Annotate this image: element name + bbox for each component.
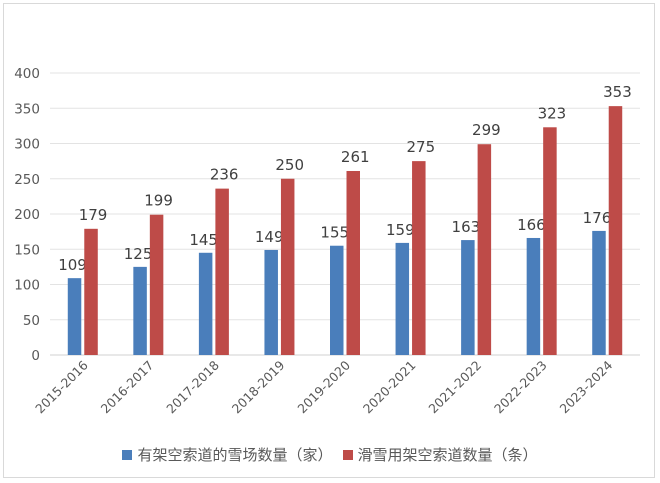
bar xyxy=(198,252,213,355)
bar xyxy=(608,106,623,355)
data-label: 250 xyxy=(275,156,304,174)
x-tick-label: 2021-2022 xyxy=(425,358,484,417)
x-tick-label: 2016-2017 xyxy=(98,358,157,417)
bar xyxy=(526,237,541,355)
data-label: 236 xyxy=(210,166,239,184)
bar xyxy=(67,278,82,355)
bar xyxy=(592,230,606,355)
bar xyxy=(215,188,229,355)
x-tick-label: 2017-2018 xyxy=(163,357,222,416)
chart-legend: 有架空索道的雪场数量（家） 滑雪用架空索道数量（条） xyxy=(0,444,660,465)
legend-swatch-red-icon xyxy=(342,449,353,460)
x-tick-label: 2019-2020 xyxy=(294,357,353,416)
data-label: 199 xyxy=(144,192,173,210)
bar xyxy=(346,170,360,355)
y-tick-label: 300 xyxy=(14,137,40,153)
x-tick-label: 2020-2021 xyxy=(360,358,419,417)
y-tick-label: 100 xyxy=(14,278,40,294)
data-label: 159 xyxy=(386,221,415,239)
data-label: 299 xyxy=(472,121,501,139)
y-tick-label: 350 xyxy=(14,101,40,117)
data-label: 166 xyxy=(517,216,546,234)
legend-item-ropeways: 滑雪用架空索道数量（条） xyxy=(342,444,538,465)
bar xyxy=(264,249,278,355)
bar xyxy=(412,161,426,355)
bar xyxy=(461,240,475,355)
data-label: 323 xyxy=(538,104,567,122)
y-tick-label: 250 xyxy=(14,172,40,188)
data-label: 179 xyxy=(79,206,108,224)
data-label: 353 xyxy=(603,83,632,101)
legend-label-resorts: 有架空索道的雪场数量（家） xyxy=(137,446,333,464)
data-label: 163 xyxy=(452,218,481,236)
bar-chart: 0 50 100 150 200 250 300 350 400 109 179 2015-2016 1… xyxy=(14,66,640,417)
data-label: 109 xyxy=(58,256,87,274)
x-tick-label: 2022-2023 xyxy=(491,358,550,417)
data-label: 145 xyxy=(189,231,218,249)
bar xyxy=(543,127,557,355)
legend-swatch-blue-icon xyxy=(122,449,133,460)
bar xyxy=(330,245,344,355)
data-label: 176 xyxy=(583,209,612,227)
data-label: 275 xyxy=(406,138,435,156)
bar xyxy=(477,144,492,355)
data-label: 261 xyxy=(341,148,370,166)
y-tick-label: 200 xyxy=(14,207,40,223)
legend-item-resorts: 有架空索道的雪场数量（家） xyxy=(122,444,333,465)
y-tick-label: 50 xyxy=(23,313,40,329)
data-label: 155 xyxy=(320,224,349,242)
x-tick-label: 2018-2019 xyxy=(229,357,288,416)
x-tick-label: 2015-2016 xyxy=(32,357,91,416)
y-tick-label: 400 xyxy=(14,66,40,82)
data-label: 125 xyxy=(124,245,153,263)
bar xyxy=(133,266,147,355)
y-tick-label: 150 xyxy=(14,242,40,258)
bar xyxy=(149,214,164,355)
data-label: 149 xyxy=(255,228,284,246)
bar xyxy=(395,242,410,355)
bar xyxy=(280,178,295,355)
legend-label-ropeways: 滑雪用架空索道数量（条） xyxy=(357,446,538,464)
y-tick-label: 0 xyxy=(31,348,40,364)
x-tick-label: 2023-2024 xyxy=(557,357,616,416)
bar xyxy=(84,228,98,355)
